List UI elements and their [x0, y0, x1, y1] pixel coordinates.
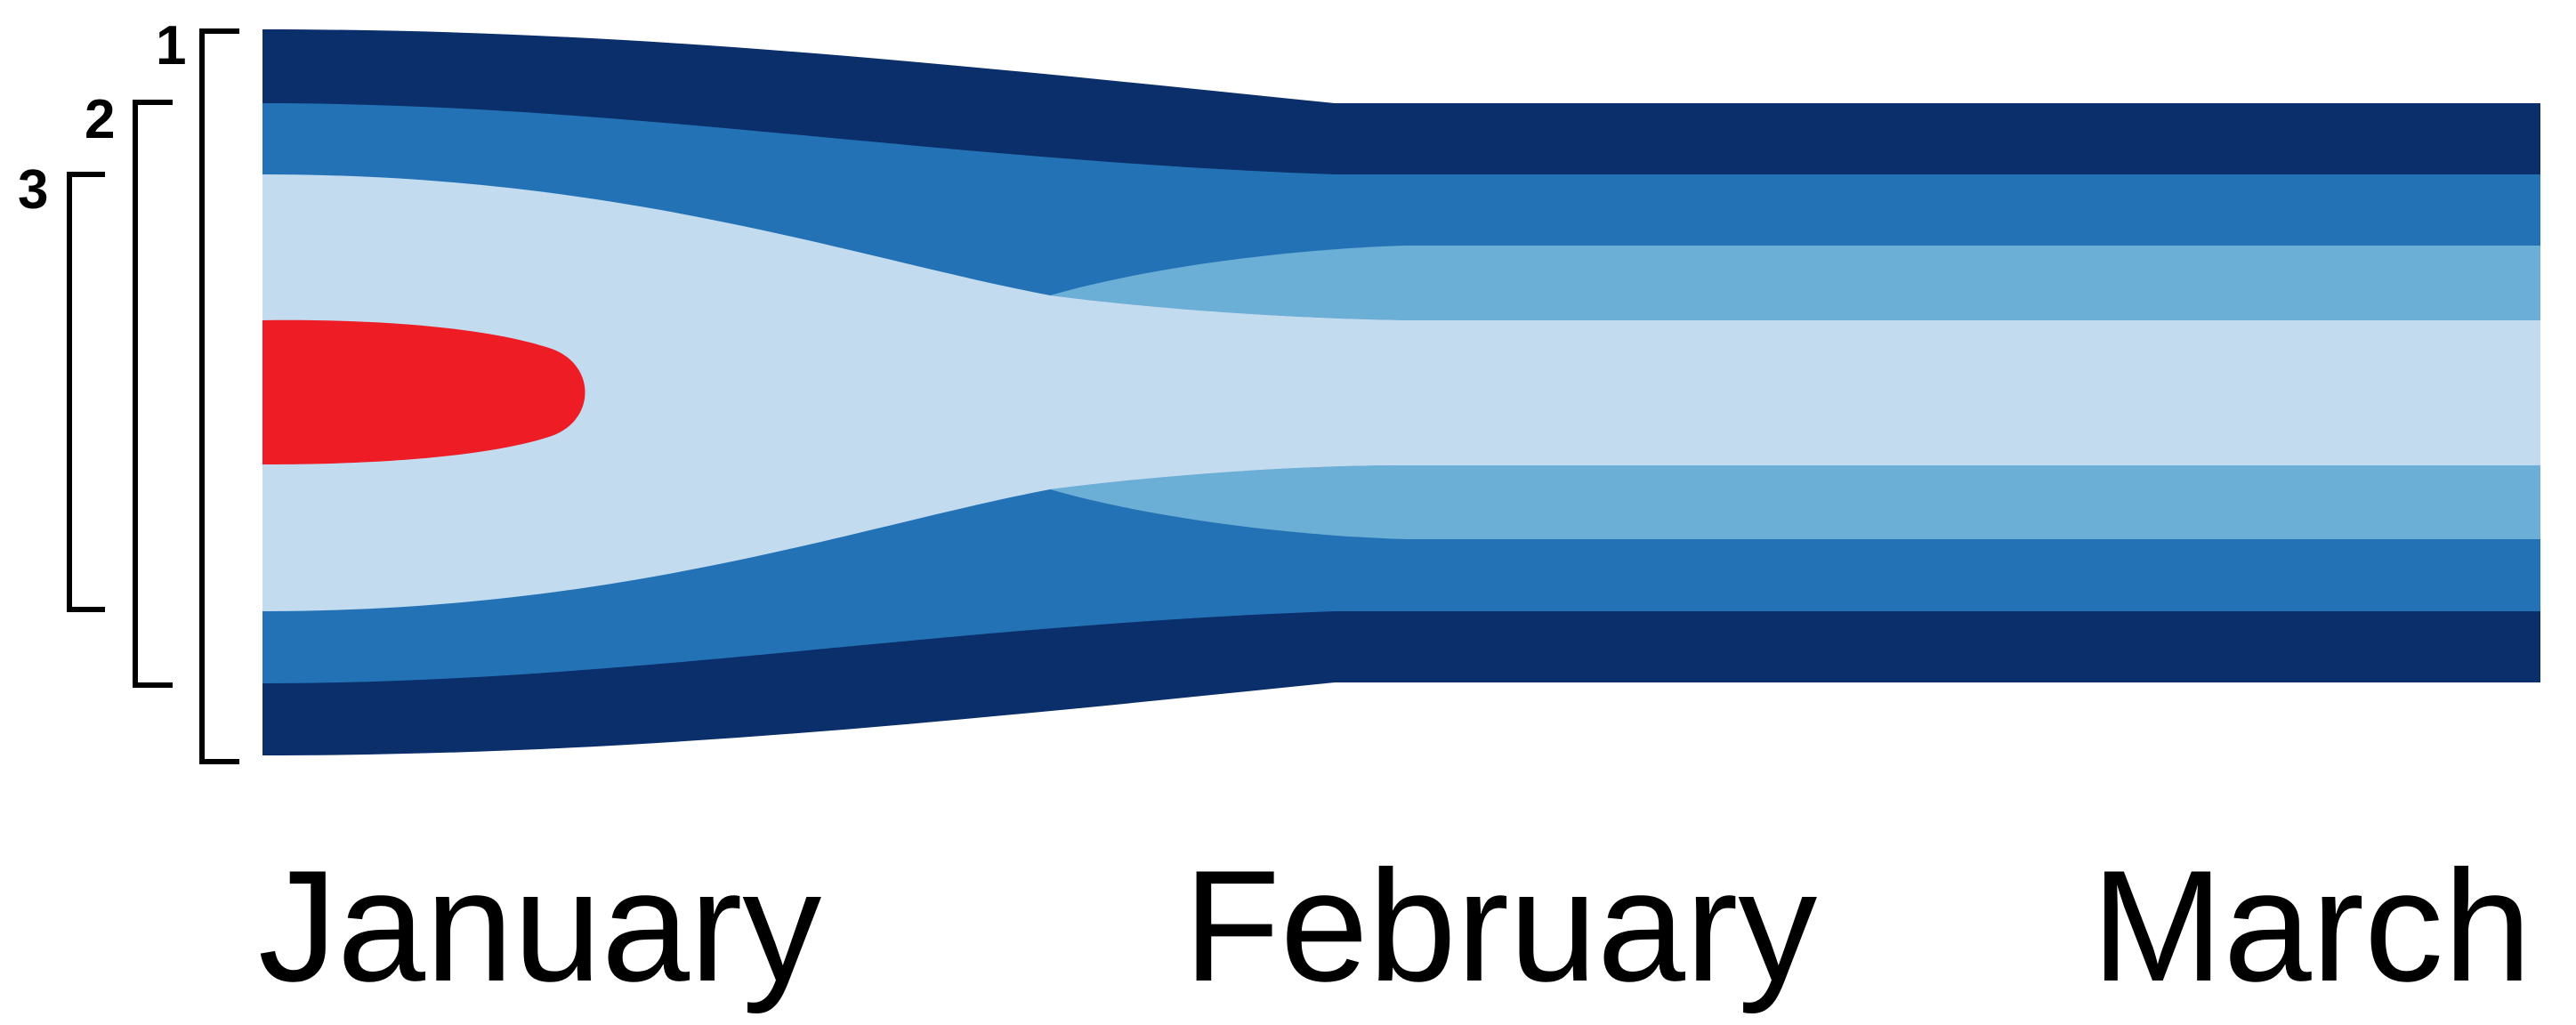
bracket-3-label: 3: [18, 159, 48, 221]
bracket-1-label: 1: [156, 15, 186, 77]
origin-blob: [262, 319, 585, 464]
bracket-3-line: [67, 172, 105, 612]
month-label-february: February: [1183, 837, 1817, 1014]
month-label-january: January: [258, 837, 821, 1014]
band-inner-lower: [1050, 465, 2540, 539]
band-core-channel: [1050, 295, 2540, 489]
bracket-3: 3: [18, 159, 105, 612]
bracket-1: 1: [156, 15, 239, 764]
bracket-1-line: [199, 28, 239, 764]
bracket-2-line: [133, 100, 173, 688]
bracket-2: 2: [85, 89, 173, 688]
month-label-march: March: [2091, 837, 2532, 1014]
band-inner-upper: [1050, 246, 2540, 320]
bracket-2-label: 2: [85, 89, 115, 150]
band-3-core: [262, 174, 1050, 611]
